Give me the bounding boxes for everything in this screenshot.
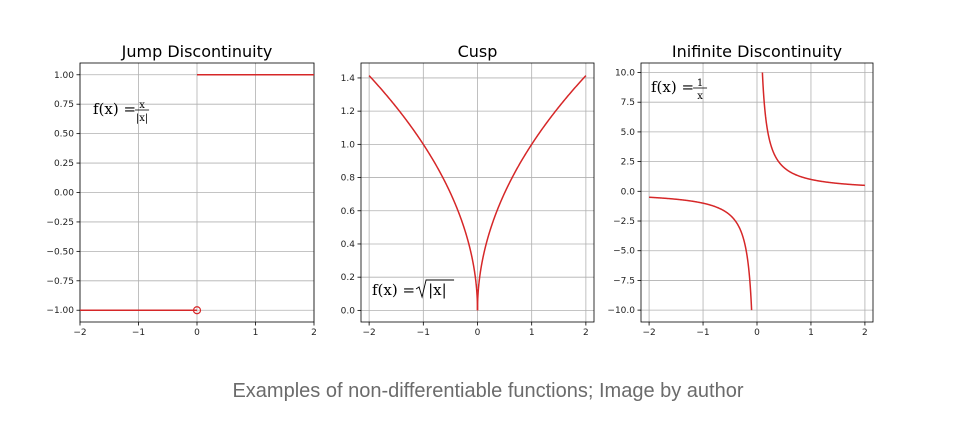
y-tick-label: −5.0 <box>613 247 635 257</box>
y-tick-label: 1.00 <box>54 71 74 81</box>
y-tick-label: 0.0 <box>341 306 356 316</box>
formula-annotation: f(x) = |x| <box>372 279 455 299</box>
y-tick-label: 0.8 <box>341 174 356 184</box>
y-tick-label: 0.75 <box>54 100 74 110</box>
y-tick-label: 0.25 <box>54 159 74 169</box>
x-tick-label: 0 <box>754 328 760 338</box>
x-tick-label: −1 <box>696 328 709 338</box>
x-tick-label: −2 <box>642 328 655 338</box>
figure: −2 −1 0 1 2−1.00−0.75−0.50−0.250.000.250.500… <box>46 42 874 338</box>
series-line <box>649 196 753 311</box>
figure-caption: Examples of non-differentiable functions… <box>232 380 744 402</box>
x-tick-label: 0 <box>194 328 200 338</box>
y-tick-label: 10.0 <box>615 69 635 79</box>
x-tick-label: 1 <box>529 328 535 338</box>
sqrt-radicand: |x| <box>428 281 447 299</box>
x-tick-label: 0 <box>475 328 481 338</box>
formula-lhs: f(x) = <box>372 281 415 299</box>
y-tick-label: 1.4 <box>341 74 356 84</box>
y-tick-label: 0.2 <box>341 273 355 283</box>
y-tick-label: 0.00 <box>54 189 74 199</box>
x-tick-label: 2 <box>862 328 868 338</box>
y-tick-label: −0.25 <box>46 218 74 228</box>
formula-numerator: 1 <box>697 78 703 89</box>
sqrt-sign <box>415 279 455 299</box>
infinite-discontinuity-panel: −2 −1 0 1 2 −10.0 −7.5 −5.0 −2.5 0.0 2.5 5.0 7.5 10.0… <box>607 42 874 338</box>
x-tick-label: −2 <box>73 328 86 338</box>
x-tick-label: 1 <box>808 328 814 338</box>
formula-lhs: f(x) = <box>651 78 694 96</box>
formula-lhs: f(x) = <box>93 100 136 118</box>
y-tick-label: 0.50 <box>54 130 74 140</box>
y-tick-label: 0.0 <box>621 187 636 197</box>
y-tick-label: −2.5 <box>613 217 635 227</box>
y-tick-label: −0.50 <box>46 247 74 257</box>
jump-discontinuity-panel: −2 −1 0 1 2 −1.00 −0.75 −0.50 −0.25 0.00 0.25 0.50 0… <box>46 42 316 338</box>
y-tick-label: 0.6 <box>341 207 356 217</box>
y-tick-label: 5.0 <box>621 128 636 138</box>
y-tick-label: −7.5 <box>613 276 635 286</box>
formula-annotation: f(x) = x |x| <box>93 100 150 124</box>
x-tick-label: 2 <box>311 328 317 338</box>
chart-title: Cusp <box>458 42 498 61</box>
series-line <box>476 75 587 311</box>
formula-numerator: x <box>139 100 145 111</box>
x-tick-label: −1 <box>132 328 145 338</box>
y-tick-label: 2.5 <box>621 158 635 168</box>
formula-annotation: f(x) = 1 x <box>651 78 708 102</box>
y-tick-label: −10.0 <box>607 306 635 316</box>
x-tick-label: −1 <box>417 328 430 338</box>
y-tick-label: −1.00 <box>46 306 74 316</box>
x-tick-label: 1 <box>253 328 259 338</box>
chart-title: Jump Discontinuity <box>121 42 273 61</box>
formula-denominator: x <box>697 91 703 102</box>
y-tick-label: 0.4 <box>341 240 356 250</box>
formula-denominator: |x| <box>136 113 148 124</box>
chart-title: Inifinite Discontinuity <box>672 42 842 61</box>
y-tick-label: 1.0 <box>341 140 356 150</box>
cusp-panel: −2 −1 0 1 2 0.0 0.2 0.4 0.6 0.8 1.0 1.2 1.4 Cusp f(x) … <box>341 42 595 338</box>
series-line <box>368 75 479 311</box>
x-tick-label: 2 <box>583 328 589 338</box>
y-tick-label: 7.5 <box>621 98 635 108</box>
series-line <box>761 72 865 187</box>
y-tick-label: 1.2 <box>341 107 355 117</box>
x-tick-label: −2 <box>362 328 375 338</box>
y-tick-label: −0.75 <box>46 277 74 287</box>
grid <box>641 63 873 322</box>
open-point-marker <box>192 306 202 315</box>
